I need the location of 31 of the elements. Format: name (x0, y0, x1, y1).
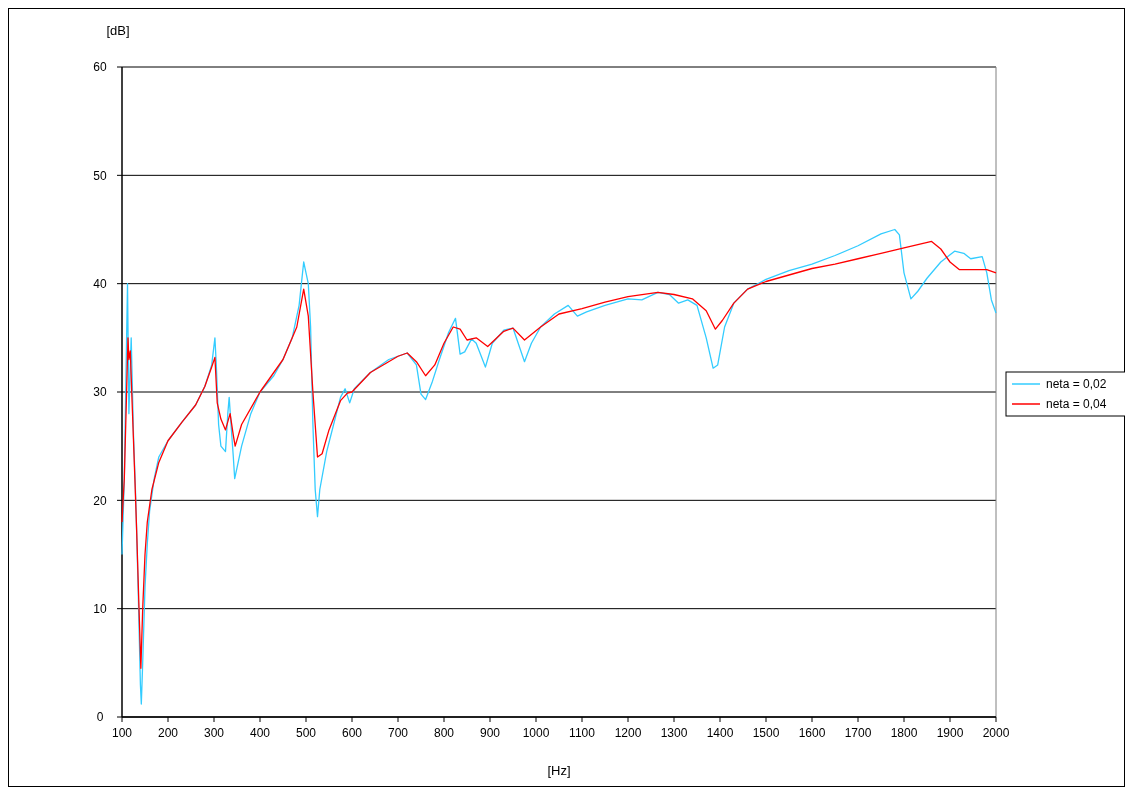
legend-label: neta = 0,04 (1046, 397, 1107, 412)
x-tick-label: 1400 (706, 726, 734, 740)
x-tick-label: 1700 (844, 726, 872, 740)
x-tick-label: 800 (433, 726, 455, 740)
x-tick-label: 1600 (798, 726, 826, 740)
y-tick-label: 40 (93, 276, 107, 291)
x-tick-label: 1300 (660, 726, 688, 740)
y-tick-label: 30 (93, 385, 107, 400)
y-tick-label: 0 (96, 710, 104, 725)
y-axis-title: [dB] (106, 23, 130, 38)
x-tick-label: 400 (249, 726, 271, 740)
y-tick-label: 60 (93, 60, 107, 75)
x-tick-label: 500 (295, 726, 317, 740)
x-tick-label: 1200 (614, 726, 642, 740)
y-tick-label: 20 (93, 493, 107, 508)
x-tick-label: 1900 (936, 726, 964, 740)
x-axis-title: [Hz] (547, 763, 571, 778)
x-tick-label: 600 (341, 726, 363, 740)
x-tick-label: 100 (111, 726, 133, 740)
x-tick-label: 2000 (982, 726, 1010, 740)
x-tick-label: 700 (387, 726, 409, 740)
x-tick-label: 1100 (569, 726, 596, 740)
y-tick-label: 10 (93, 601, 107, 616)
x-tick-label: 1500 (752, 726, 780, 740)
y-tick-label: 50 (93, 168, 107, 183)
x-tick-label: 900 (479, 726, 501, 740)
legend-label: neta = 0,02 (1046, 377, 1107, 392)
x-tick-label: 1000 (522, 726, 550, 740)
x-tick-label: 300 (203, 726, 225, 740)
x-tick-label: 1800 (890, 726, 918, 740)
x-tick-label: 200 (157, 726, 179, 740)
